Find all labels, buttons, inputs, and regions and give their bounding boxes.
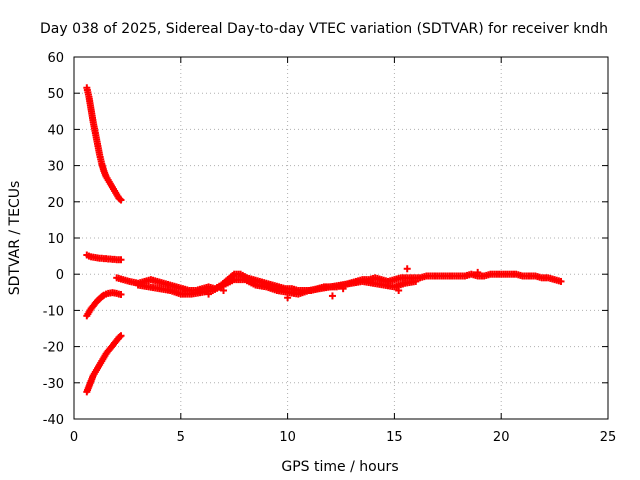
y-tick-label: 10 (47, 232, 64, 247)
data-point (557, 277, 565, 285)
y-tick-label: 50 (47, 87, 64, 102)
x-tick-label: 25 (600, 430, 617, 445)
outlier-point (395, 286, 403, 294)
axis-ticks: 0 5 10 15 20 25 -40 -30 -20 -10 0 10 20 30 40 50 60 (43, 51, 617, 445)
y-tick-label: -10 (43, 304, 64, 319)
y-tick-label: -40 (43, 413, 64, 428)
x-tick-label: 20 (493, 430, 510, 445)
outlier-point (339, 285, 347, 293)
y-tick-label: 20 (47, 196, 64, 211)
x-axis-label: GPS time / hours (281, 459, 398, 475)
outlier-point (403, 265, 411, 273)
x-tick-label: 15 (386, 430, 403, 445)
data-point (117, 196, 125, 204)
y-tick-label: 30 (47, 160, 64, 175)
outlier-point (220, 286, 228, 294)
data-points (83, 84, 565, 396)
data-point (117, 332, 125, 340)
outlier-point (328, 292, 336, 300)
y-tick-label: 60 (47, 51, 64, 66)
x-tick-label: 10 (279, 430, 296, 445)
y-tick-label: 0 (56, 268, 64, 283)
x-tick-label: 0 (70, 430, 78, 445)
y-tick-label: -20 (43, 341, 64, 356)
grid-lines (74, 57, 608, 419)
chart-title: Day 038 of 2025, Sidereal Day-to-day VTE… (40, 21, 608, 37)
data-point (117, 256, 125, 264)
x-tick-label: 5 (177, 430, 185, 445)
data-point (412, 277, 420, 285)
outlier-point (284, 294, 292, 302)
data-point (117, 290, 125, 298)
y-axis-label: SDTVAR / TECUs (7, 181, 23, 296)
y-tick-label: -30 (43, 377, 64, 392)
outlier-point (474, 268, 482, 276)
outlier-point (205, 290, 213, 298)
y-tick-label: 40 (47, 123, 64, 138)
